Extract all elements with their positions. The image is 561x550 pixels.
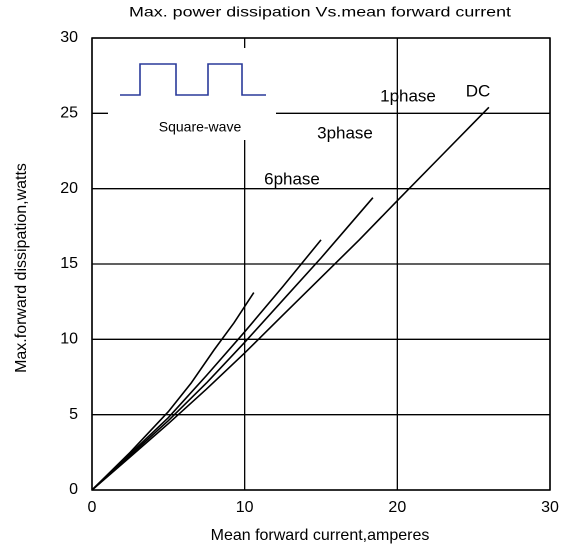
curve-label: 3phase xyxy=(317,123,373,142)
x-tick-label: 10 xyxy=(236,499,254,516)
y-tick-label: 25 xyxy=(60,105,78,122)
square-wave-icon xyxy=(120,63,266,96)
y-tick-label: 20 xyxy=(60,180,78,197)
y-tick-label: 30 xyxy=(60,29,78,46)
curve-label: DC xyxy=(466,81,491,100)
plot-frame xyxy=(91,37,551,491)
y-tick-label: 5 xyxy=(69,406,78,423)
x-axis-label: Mean forward current,amperes xyxy=(211,527,430,544)
y-tick-label: 10 xyxy=(60,331,78,348)
inset-background xyxy=(108,48,276,140)
curve xyxy=(91,239,322,491)
curve-label: 1phase xyxy=(380,86,436,105)
curve-label: 6phase xyxy=(264,169,320,188)
x-tick-label: 0 xyxy=(88,499,97,516)
x-tick-label: 20 xyxy=(388,499,406,516)
chart-title: Max. power dissipation Vs.mean forward c… xyxy=(129,4,511,20)
y-tick-label: 15 xyxy=(60,255,78,272)
curve xyxy=(91,106,490,491)
y-axis-label: Max.forward dissipation,watts xyxy=(13,163,30,373)
curve xyxy=(91,292,255,491)
curve xyxy=(91,197,374,491)
y-tick-label: 0 xyxy=(69,481,78,498)
x-tick-label: 30 xyxy=(541,499,559,516)
inset-label: Square-wave xyxy=(159,119,242,135)
